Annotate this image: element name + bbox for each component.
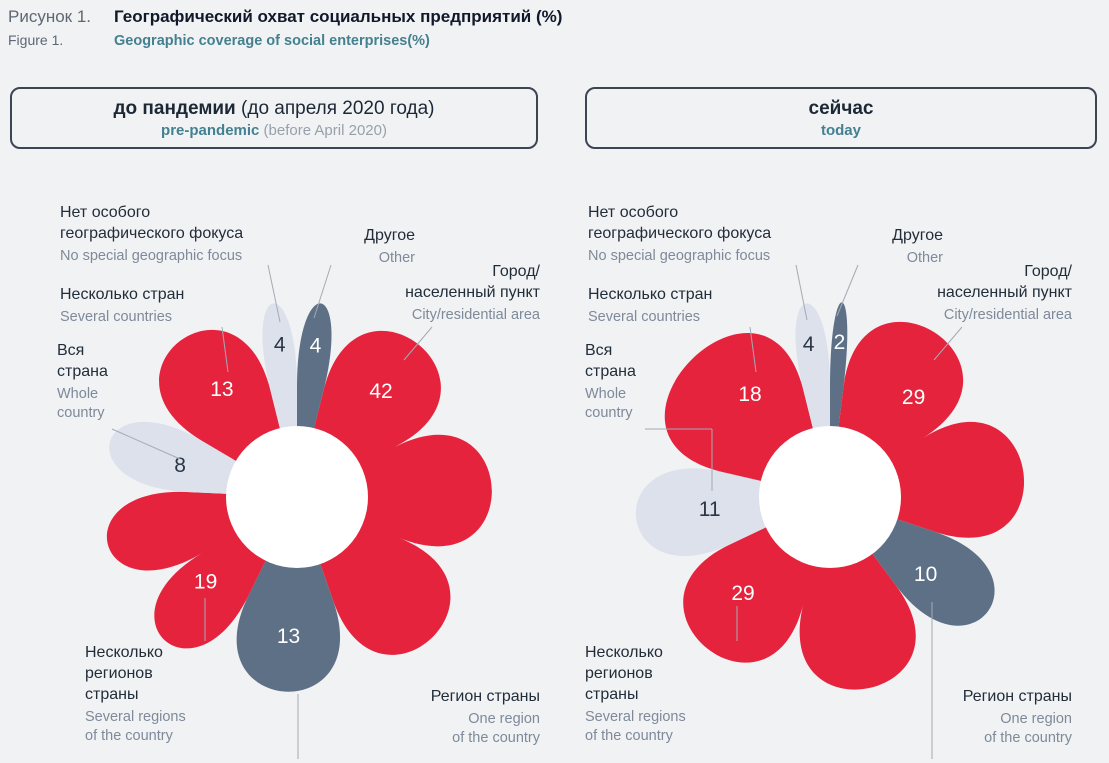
slice-value-today-0: 2 bbox=[834, 331, 846, 354]
label-one-region-2: Регион страны One region of the country bbox=[900, 686, 1072, 748]
panel-pre-ru: до пандемии (до апреля 2020 года) bbox=[113, 98, 434, 120]
slice-value-pre_pandemic-0: 4 bbox=[310, 335, 322, 358]
label-whole-country-ru: страна bbox=[57, 363, 108, 380]
label-city-2-ru: населенный пункт bbox=[937, 284, 1072, 301]
label-one-region-2-ru: Регион страны bbox=[962, 688, 1072, 705]
label-several-regions-2-ru: Несколько bbox=[585, 644, 663, 661]
figure-heading-en: Geographic coverage of social enterprise… bbox=[114, 33, 430, 49]
figure-number-ru: Рисунок 1. bbox=[8, 7, 92, 26]
label-several-countries-2: Несколько стран Several countries bbox=[588, 284, 788, 327]
figure-heading-ru: Географический охват социальных предприя… bbox=[114, 7, 563, 26]
label-whole-country-ru: Вся bbox=[57, 342, 85, 359]
label-whole-country-en: Whole bbox=[57, 386, 99, 402]
slice-value-pre_pandemic-1: 42 bbox=[369, 380, 392, 403]
panel-pre-ru-rest: (до апреля 2020 года) bbox=[235, 97, 435, 119]
label-other-2-en: Other bbox=[906, 250, 943, 266]
label-no-special-focus-2-ru: географического фокуса bbox=[588, 225, 772, 242]
label-city: Город/населенный пункт City/residential a… bbox=[368, 261, 540, 325]
slice-pre_pandemic-2 bbox=[236, 497, 341, 692]
slice-value-today-2: 10 bbox=[914, 563, 937, 586]
petal-chart-today: 2 29 10 29 11 18 4 bbox=[635, 302, 1025, 690]
label-several-regions-en: Several regions bbox=[85, 709, 186, 725]
panel-now-ru: сейчас bbox=[809, 98, 874, 120]
slice-value-pre_pandemic-6: 4 bbox=[274, 334, 286, 357]
slice-value-today-5: 18 bbox=[738, 383, 761, 406]
label-several-regions-ru: Несколько bbox=[85, 644, 163, 661]
panel-now-en-bold: today bbox=[820, 121, 861, 139]
panel-now-ru-bold: сейчас bbox=[808, 97, 874, 119]
label-several-regions-2: Несколько регионов страны Several regions of… bbox=[585, 642, 755, 746]
label-whole-country-2-en: country bbox=[585, 405, 633, 421]
label-no-special-focus-en: No special geographic focus bbox=[60, 248, 243, 264]
label-other-2-ru: Другое bbox=[892, 227, 943, 244]
slice-value-today-6: 4 bbox=[803, 333, 815, 356]
label-several-countries-ru: Несколько стран bbox=[60, 286, 185, 303]
label-no-special-focus-ru: географического фокуса bbox=[60, 225, 244, 242]
label-other-en: Other bbox=[378, 250, 415, 266]
slice-value-today-4: 11 bbox=[699, 498, 721, 521]
slice-value-pre_pandemic-3: 19 bbox=[194, 571, 217, 594]
label-several-regions-ru: регионов bbox=[85, 665, 153, 682]
label-no-special-focus-2-en: No special geographic focus bbox=[588, 248, 771, 264]
label-city-2-en: City/residential area bbox=[943, 307, 1072, 323]
panel-header-today: сейчас today bbox=[585, 87, 1097, 149]
label-no-special-focus-2-ru: Нет особого bbox=[588, 204, 679, 221]
slice-value-pre_pandemic-4: 8 bbox=[174, 454, 186, 477]
label-one-region: Регион страны One region of the country bbox=[368, 686, 540, 748]
label-city-en: City/residential area bbox=[411, 307, 540, 323]
figure-title-en-line: Figure 1. Geographic coverage of social e… bbox=[8, 32, 562, 49]
label-whole-country-2-ru: Вся bbox=[585, 342, 613, 359]
label-other: Другое Other bbox=[295, 225, 415, 268]
label-whole-country-2: Вся страна Whole country bbox=[585, 340, 715, 423]
panel-pre-en: pre-pandemic (before April 2020) bbox=[161, 122, 387, 139]
label-several-regions-2-en: of the country bbox=[585, 728, 673, 744]
panel-pre-en-bold: pre-pandemic bbox=[161, 121, 260, 139]
label-several-countries-en: Several countries bbox=[60, 309, 173, 325]
figure-number-en: Figure 1. bbox=[8, 32, 64, 48]
flower-center-today bbox=[759, 426, 901, 568]
label-whole-country-2-ru: страна bbox=[585, 363, 636, 380]
label-one-region-en: One region bbox=[468, 711, 540, 727]
label-one-region-2-en: One region bbox=[1000, 711, 1072, 727]
label-several-regions-ru: страны bbox=[85, 686, 139, 703]
label-whole-country-2-en: Whole bbox=[585, 386, 627, 402]
slice-pre_pandemic-1 bbox=[297, 330, 492, 655]
label-several-regions: Несколько регионов страны Several regions of… bbox=[85, 642, 255, 746]
label-other-2: Другое Other bbox=[823, 225, 943, 268]
slice-value-pre_pandemic-2: 13 bbox=[277, 625, 300, 648]
panel-header-pre-pandemic: до пандемии (до апреля 2020 года) pre-pa… bbox=[10, 87, 538, 149]
figure-title-ru-line: Рисунок 1. Географический охват социальны… bbox=[8, 7, 562, 27]
label-other-ru: Другое bbox=[364, 227, 415, 244]
panel-now-en: today bbox=[821, 122, 861, 139]
label-several-countries-2-ru: Несколько стран bbox=[588, 286, 713, 303]
label-city-2: Город/населенный пункт City/residential a… bbox=[900, 261, 1072, 325]
slice-value-today-3: 29 bbox=[731, 582, 754, 605]
label-no-special-focus-2: Нет особого географического фокуса No spec… bbox=[588, 202, 828, 266]
label-one-region-ru: Регион страны bbox=[430, 688, 540, 705]
panel-pre-en-rest: (before April 2020) bbox=[259, 121, 387, 139]
label-city-ru: населенный пункт bbox=[405, 284, 540, 301]
label-one-region-en: of the country bbox=[452, 730, 540, 746]
label-no-special-focus-ru: Нет особого bbox=[60, 204, 151, 221]
label-city-2-ru: Город/ bbox=[1024, 263, 1072, 280]
panel-pre-ru-bold: до пандемии bbox=[113, 97, 236, 119]
label-whole-country-en: country bbox=[57, 405, 105, 421]
slice-value-today-1: 29 bbox=[902, 386, 925, 409]
label-no-special-focus: Нет особого географического фокуса No spec… bbox=[60, 202, 300, 266]
label-several-regions-2-en: Several regions bbox=[585, 709, 686, 725]
label-city-ru: Город/ bbox=[492, 263, 540, 280]
label-whole-country: Вся страна Whole country bbox=[57, 340, 187, 423]
label-several-regions-en: of the country bbox=[85, 728, 173, 744]
label-several-regions-2-ru: страны bbox=[585, 686, 639, 703]
slice-value-pre_pandemic-5: 13 bbox=[210, 378, 233, 401]
figure-title: Рисунок 1. Географический охват социальны… bbox=[8, 7, 562, 49]
flower-center-pre_pandemic bbox=[226, 426, 368, 568]
label-one-region-2-en: of the country bbox=[984, 730, 1072, 746]
label-several-regions-2-ru: регионов bbox=[585, 665, 653, 682]
label-several-countries: Несколько стран Several countries bbox=[60, 284, 260, 327]
label-several-countries-2-en: Several countries bbox=[588, 309, 701, 325]
